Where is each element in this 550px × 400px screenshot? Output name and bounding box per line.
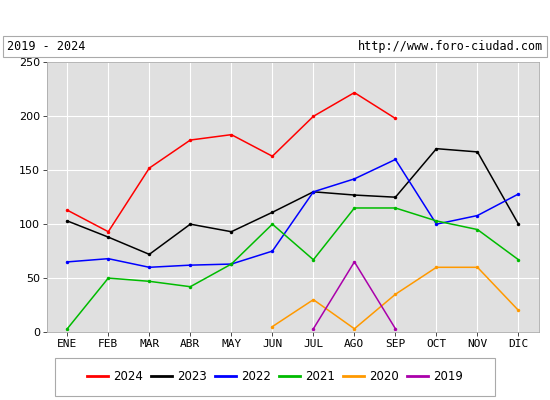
Legend: 2024, 2023, 2022, 2021, 2020, 2019: 2024, 2023, 2022, 2021, 2020, 2019 <box>87 370 463 384</box>
Text: 2019 - 2024: 2019 - 2024 <box>7 40 85 53</box>
Text: http://www.foro-ciudad.com: http://www.foro-ciudad.com <box>358 40 543 53</box>
Text: Evolucion Nº Turistas Extranjeros en el municipio de Navès: Evolucion Nº Turistas Extranjeros en el … <box>59 10 491 26</box>
Bar <box>55 358 495 396</box>
